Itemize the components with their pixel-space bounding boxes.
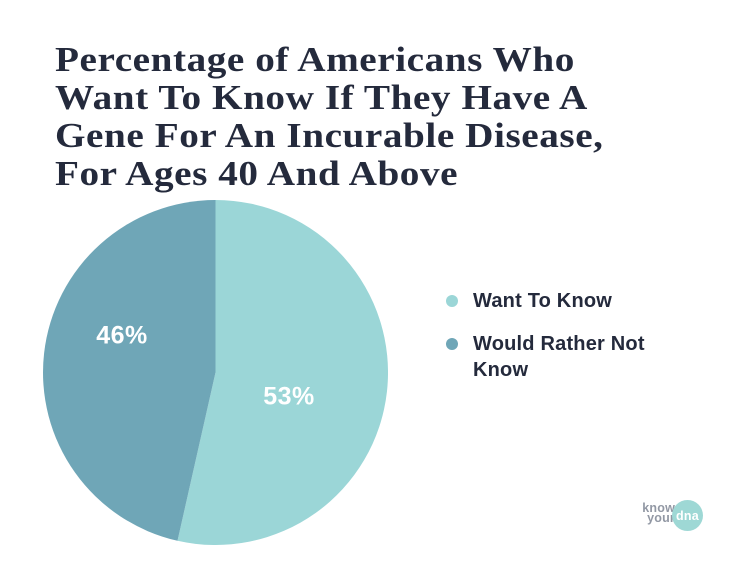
chart-title-line: Percentage of Americans Who [55,40,575,79]
legend-dot-icon [446,338,458,350]
logo-wordmark: know your [642,501,675,525]
legend-item-want-to-know: Want To Know [446,288,663,314]
pie-chart [43,200,388,545]
dna-badge-icon [672,500,703,531]
knowyourdna-logo: know your dna [642,500,704,532]
legend-label: Would Rather Not Know [473,333,645,381]
legend-label: Want To Know [473,290,613,312]
chart-title: Percentage of Americans Who Want To Know… [55,41,604,193]
dna-badge-label: dna [675,508,700,523]
legend: Want To Know Would Rather Not Know [446,288,663,383]
chart-title-line: Gene For An Incurable Disease, [55,116,604,155]
legend-item-would-rather-not-know: Would Rather Not Know [446,331,663,383]
logo-word-know: know [642,501,675,515]
logo-word-your: your [647,510,675,525]
pie-value-label: 53% [263,382,315,411]
pie-slice-want-to-know [177,200,388,545]
chart-title-line: Want To Know If They Have A [55,78,588,117]
pie-value-label: 46% [96,321,148,350]
pie-slice-would-rather-not-know [43,200,216,541]
chart-title-line: For Ages 40 And Above [55,154,459,193]
legend-dot-icon [446,295,458,307]
